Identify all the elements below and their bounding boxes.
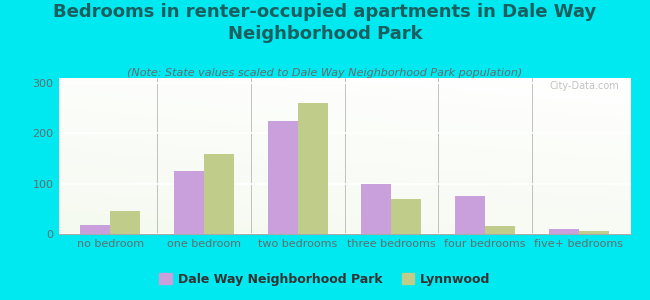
Bar	[485, 226, 515, 234]
Text: (Note: State values scaled to Dale Way Neighborhood Park population): (Note: State values scaled to Dale Way N…	[127, 68, 523, 77]
Text: Bedrooms in renter-occupied apartments in Dale Way
Neighborhood Park: Bedrooms in renter-occupied apartments i…	[53, 3, 597, 43]
Bar	[455, 196, 485, 234]
Bar	[110, 212, 140, 234]
Bar	[204, 154, 234, 234]
Bar	[80, 225, 110, 234]
Bar	[391, 199, 421, 234]
Text: City-Data.com: City-Data.com	[549, 81, 619, 91]
Bar	[268, 121, 298, 234]
Bar	[579, 232, 609, 234]
Bar	[174, 171, 204, 234]
Legend: Dale Way Neighborhood Park, Lynnwood: Dale Way Neighborhood Park, Lynnwood	[155, 268, 495, 291]
Bar	[361, 184, 391, 234]
Bar	[298, 103, 328, 234]
Bar	[549, 229, 579, 234]
